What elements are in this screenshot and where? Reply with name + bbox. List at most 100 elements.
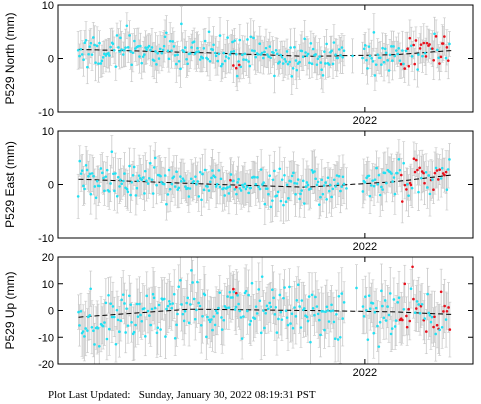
data-point xyxy=(195,50,198,54)
data-point xyxy=(263,326,266,330)
data-point xyxy=(257,185,260,189)
data-point xyxy=(107,293,110,297)
data-point xyxy=(118,50,121,53)
data-point xyxy=(179,67,182,71)
data-point xyxy=(295,68,299,72)
data-point xyxy=(182,50,186,53)
data-point xyxy=(276,190,280,194)
data-point xyxy=(290,174,294,178)
data-point xyxy=(134,194,138,197)
data-point xyxy=(168,39,172,43)
data-point-recent xyxy=(432,188,435,192)
data-point xyxy=(82,184,85,188)
data-point xyxy=(368,307,372,310)
panel-3: -20 -10 0 10 20 2022 P529 Up (mm) xyxy=(3,252,474,379)
data-point xyxy=(160,51,164,55)
data-point xyxy=(367,174,371,178)
data-point-recent xyxy=(399,62,403,66)
data-point xyxy=(284,200,288,203)
data-point xyxy=(259,168,263,171)
data-point xyxy=(390,327,394,330)
data-point xyxy=(418,311,422,315)
data-point xyxy=(275,52,279,56)
data-point xyxy=(389,332,393,336)
data-point-recent xyxy=(413,62,417,66)
data-point xyxy=(83,187,86,191)
data-point xyxy=(274,48,278,52)
data-point xyxy=(140,178,144,182)
data-point xyxy=(396,52,400,56)
data-point xyxy=(242,185,245,189)
data-point xyxy=(186,186,190,190)
data-point xyxy=(372,331,376,335)
data-point xyxy=(187,195,191,198)
data-point xyxy=(275,194,279,198)
data-point-recent xyxy=(445,309,449,313)
data-point xyxy=(371,60,375,63)
data-point xyxy=(363,44,367,47)
data-point xyxy=(187,321,191,325)
data-point xyxy=(236,181,239,184)
data-point xyxy=(201,314,204,318)
data-point xyxy=(285,183,289,187)
data-point xyxy=(123,172,126,175)
data-point xyxy=(183,46,187,49)
data-point xyxy=(331,187,335,191)
data-point xyxy=(283,173,286,177)
data-point xyxy=(273,74,276,78)
data-point xyxy=(244,289,248,293)
data-point xyxy=(112,315,116,319)
data-point xyxy=(351,54,354,58)
data-point xyxy=(166,193,170,196)
data-point xyxy=(436,48,439,52)
data-point xyxy=(211,48,215,52)
data-point xyxy=(271,199,274,202)
data-point xyxy=(150,307,154,311)
data-point xyxy=(266,187,269,190)
data-point xyxy=(208,320,212,324)
data-point xyxy=(423,51,427,55)
data-point xyxy=(384,51,388,55)
data-point-recent xyxy=(422,41,426,45)
data-point xyxy=(290,75,294,78)
data-point xyxy=(316,312,320,316)
data-point xyxy=(93,43,96,47)
data-point xyxy=(104,175,108,178)
data-point xyxy=(398,59,402,62)
data-point-recent xyxy=(414,39,418,42)
data-point xyxy=(397,157,401,161)
data-point xyxy=(105,337,109,341)
data-point xyxy=(144,335,147,338)
data-point xyxy=(76,48,80,52)
data-point xyxy=(125,307,128,310)
data-point xyxy=(227,192,231,195)
data-point xyxy=(112,48,116,52)
data-point xyxy=(434,332,438,336)
data-point xyxy=(139,313,142,317)
data-point xyxy=(124,46,127,49)
data-point xyxy=(319,195,322,199)
data-point xyxy=(294,59,298,62)
data-point xyxy=(415,300,419,303)
data-point-recent xyxy=(435,169,439,172)
data-point xyxy=(226,295,229,298)
data-point xyxy=(394,49,398,52)
data-point xyxy=(311,47,315,51)
data-point xyxy=(246,309,249,313)
y-tick-label: -20 xyxy=(38,359,54,371)
data-point xyxy=(390,172,393,175)
data-point xyxy=(327,63,331,66)
data-point xyxy=(94,196,98,200)
data-point xyxy=(167,57,171,61)
data-point xyxy=(103,321,106,324)
data-point xyxy=(158,47,162,51)
data-point-recent xyxy=(425,330,428,333)
data-point xyxy=(264,46,268,50)
data-point xyxy=(238,187,242,190)
data-point xyxy=(193,317,197,321)
data-point xyxy=(162,44,166,48)
data-point xyxy=(80,169,84,172)
data-point xyxy=(92,329,95,333)
data-point xyxy=(340,46,344,49)
data-point xyxy=(240,53,244,57)
